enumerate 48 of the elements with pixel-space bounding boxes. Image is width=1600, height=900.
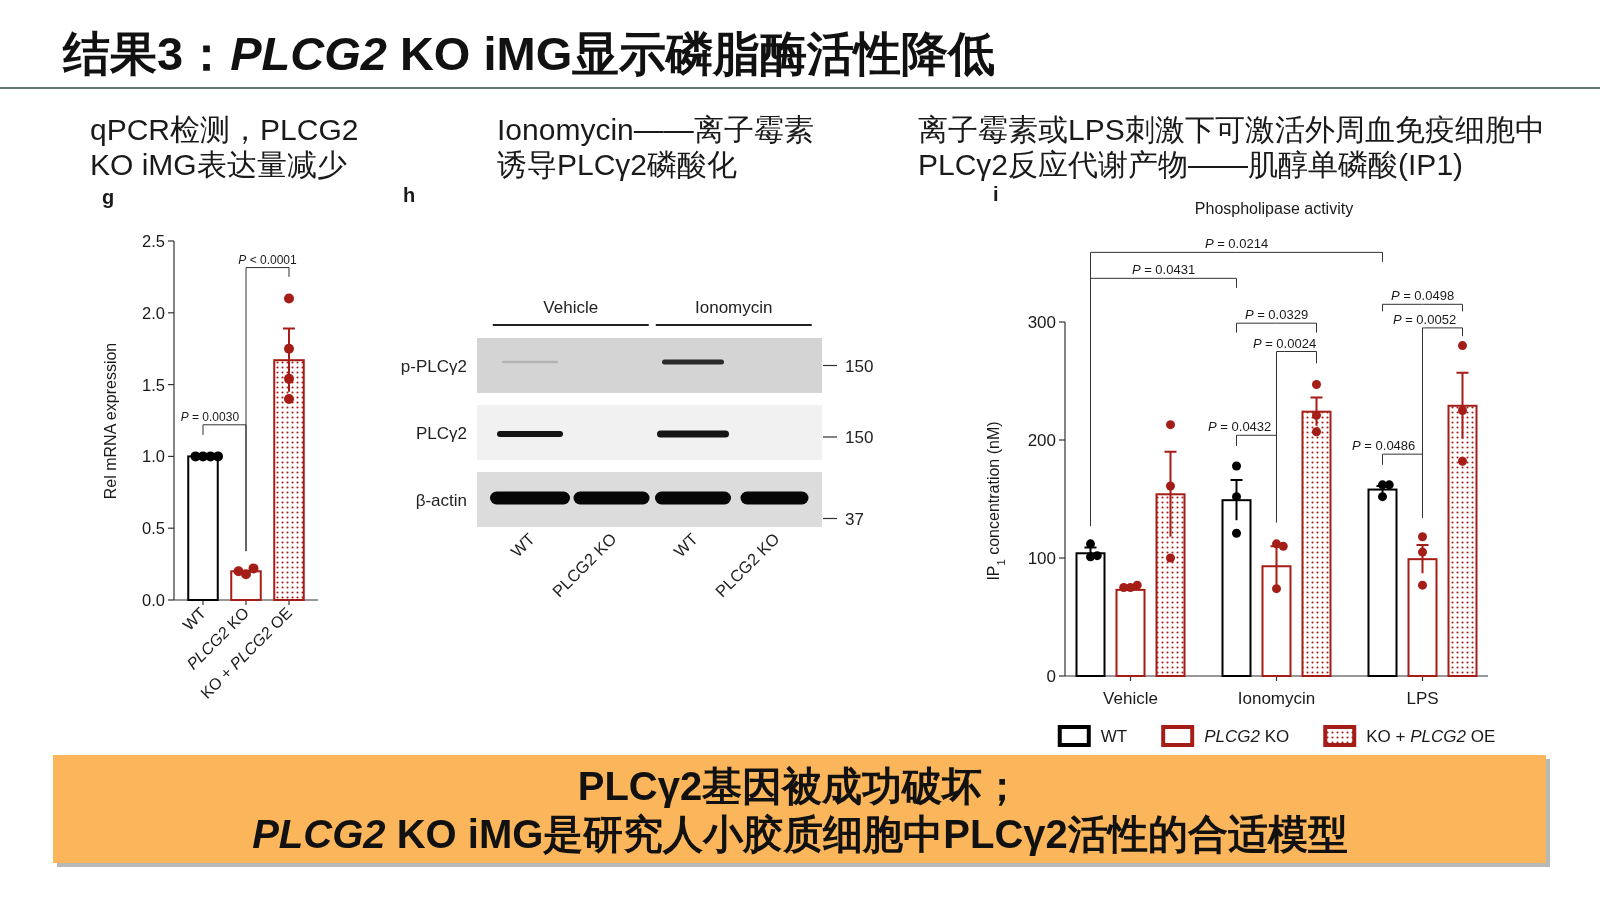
y-tick-label: 100 [1027,549,1056,568]
x-tick-label: WT [179,603,210,634]
y-tick-label: 1.0 [142,447,165,466]
y-tick-label: 0 [1046,667,1056,686]
chart-title: 离子霉素或LPS刺激下可激活外周血免疫细胞中PLCγ2反应代谢产物——肌醇单磷酸(IP1) [918,113,1545,181]
text: Vehicle [543,298,599,317]
text: P = 0.0498 [1390,288,1455,304]
category-label: p-PLCγ2 [400,356,467,376]
annotation: P = 0.0486 [1352,438,1416,454]
y-axis-title: Rel mRNA expression [102,342,119,500]
y-tick-label: 300 [1027,313,1056,332]
y-tick-label: 0.0 [142,591,165,609]
text: Ionomycin——离子霉素诱导PLCγ2磷酸化 [497,113,814,181]
chart-subtitle: Phospholipase activity [1194,200,1354,217]
text: g [102,186,115,208]
text: PLCG2 KO iMG是研究人小胶质细胞中PLCγ2活性的合适模型 [252,812,1348,856]
chart-title: qPCR检测，PLCG2 KO iMG表达量减少 [90,113,359,181]
y-tick-label: 1.5 [142,375,165,394]
text: h [403,184,416,206]
text: Ionomycin [695,298,773,317]
annotation: P < 0.0001 [238,252,298,267]
annotation: P = 0.0030 [180,409,240,424]
legend-label: WT [1100,727,1128,746]
annotation: P = 0.0024 [1252,335,1317,351]
category-label: β-actin [415,490,467,510]
x-tick-label: Vehicle [1103,689,1158,708]
y-tick-label: 200 [1027,431,1056,450]
text: PLCγ2基因被成功破坏； [577,764,1023,808]
category-label: PLCγ2 [415,423,467,443]
category-label: 37 [845,509,864,529]
category-label: WT [670,529,702,561]
annotation: P = 0.0052 [1392,311,1457,327]
category-label: WT [507,529,539,561]
text: P = 0.0214 [1204,236,1269,252]
y-tick-label: 2.5 [142,232,165,250]
legend-label: PLCG2 KO [1204,727,1290,746]
category-label: 150 [845,428,874,447]
annotation: P = 0.0329 [1244,307,1309,323]
x-tick-label: Ionomycin [1237,689,1316,708]
annotation: P = 0.0432 [1208,419,1272,435]
text: 结果3：PLCG2 KO iMG显示磷脂酶活性降低 [62,27,996,80]
y-tick-label: 0.5 [142,519,165,538]
x-tick-label: LPS [1406,689,1439,708]
text: i [993,183,999,205]
text: P = 0.0431 [1131,262,1196,278]
y-tick-label: 2.0 [142,303,165,322]
legend-label: KO + PLCG2 OE [1366,727,1496,746]
category-label: 150 [845,356,874,376]
